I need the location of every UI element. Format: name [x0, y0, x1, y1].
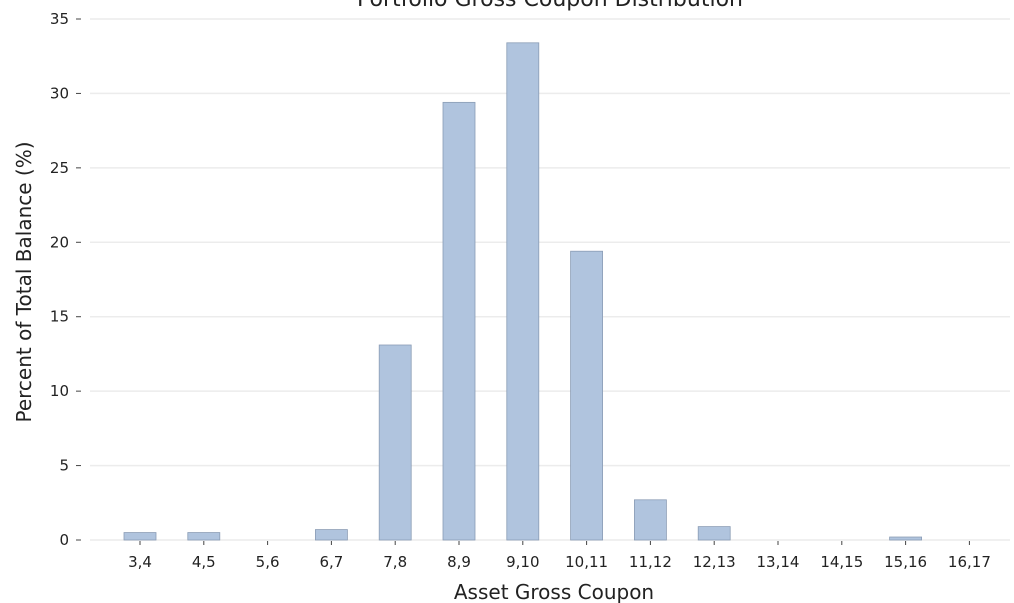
x-tick-label-16-17: 16,17	[948, 553, 991, 571]
x-tick-label-12-13: 12,13	[693, 553, 736, 571]
bar-6-7	[314, 529, 348, 541]
y-tick-label-20: 20	[50, 233, 69, 251]
bar-4-5	[187, 532, 221, 541]
bar-7-8	[378, 344, 412, 541]
bar-10-11	[570, 250, 603, 541]
grid-lines	[90, 18, 1010, 541]
y-tick-label-30: 30	[50, 84, 69, 102]
y-tick-label-0: 0	[59, 531, 69, 549]
x-axis-ticks: 3,4 4,5 5,6 6,7 7,8 8,9 9,10 10,11 11,12 12,13 13,…	[128, 541, 991, 571]
x-tick-label-8-9: 8,9	[447, 553, 471, 571]
y-axis-ticks: 0 5 10 15 20 25 30 35	[50, 10, 81, 549]
x-tick-label-14-15: 14,15	[820, 553, 863, 571]
x-tick-label-15-16: 15,16	[884, 553, 927, 571]
bar-15-16	[889, 536, 922, 541]
bar-3-4	[123, 532, 157, 541]
x-tick-label-9-10: 9,10	[506, 553, 539, 571]
x-axis-label: Asset Gross Coupon	[454, 580, 654, 603]
y-tick-label-5: 5	[59, 457, 69, 475]
bars	[123, 42, 922, 541]
bar-11-12	[634, 499, 667, 541]
x-tick-label-11-12: 11,12	[629, 553, 672, 571]
bar-8-9	[442, 101, 476, 541]
x-tick-label-6-7: 6,7	[319, 553, 343, 571]
y-tick-label-25: 25	[50, 159, 69, 177]
x-tick-label-10-11: 10,11	[565, 553, 608, 571]
y-tick-label-10: 10	[50, 382, 69, 400]
bar-9-10	[506, 42, 540, 541]
y-tick-label-15: 15	[50, 308, 69, 326]
x-tick-label-4-5: 4,5	[192, 553, 216, 571]
x-tick-label-13-14: 13,14	[757, 553, 800, 571]
bar-12-13	[697, 526, 731, 541]
y-tick-label-35: 35	[50, 10, 69, 28]
x-tick-label-3-4: 3,4	[128, 553, 152, 571]
x-tick-label-7-8: 7,8	[383, 553, 407, 571]
y-axis-label: Percent of Total Balance (%)	[12, 141, 36, 422]
chart-title: Portfolio Gross Coupon Distribution	[357, 0, 743, 12]
x-tick-label-5-6: 5,6	[256, 553, 280, 571]
